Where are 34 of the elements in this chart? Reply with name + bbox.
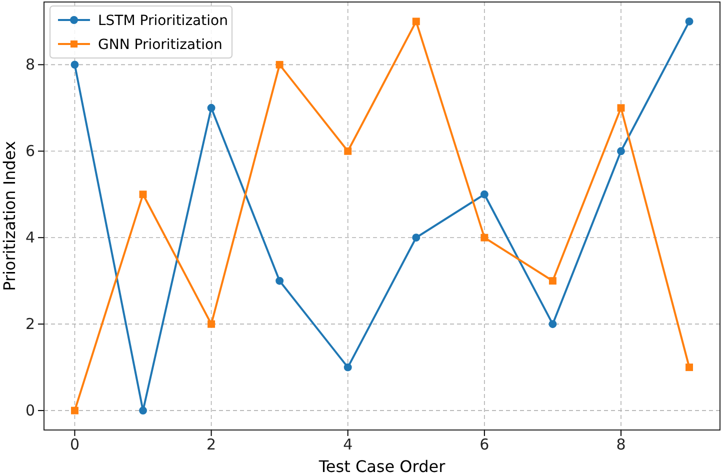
point [480, 190, 488, 198]
point [685, 17, 694, 26]
x-axis-title: Test Case Order [318, 457, 446, 474]
y-tick-label: 2 [25, 314, 35, 333]
point [276, 276, 284, 285]
x-tick-label: 2 [206, 436, 216, 454]
y-axis-title: Prioritization Index [0, 141, 19, 291]
point [208, 320, 216, 328]
point [548, 277, 556, 285]
point [617, 104, 625, 112]
point [207, 104, 216, 112]
legend-label: LSTM Prioritization [98, 13, 228, 29]
x-tick-label: 0 [70, 436, 80, 454]
point [344, 147, 352, 155]
point [480, 234, 488, 242]
point [412, 234, 420, 242]
y-tick-label: 8 [25, 55, 35, 74]
point [139, 190, 147, 198]
point [686, 364, 694, 372]
point [412, 18, 420, 26]
point [139, 406, 147, 415]
x-tick-label: 4 [343, 436, 353, 454]
point [70, 60, 79, 69]
y-tick-label: 6 [25, 142, 35, 160]
x-tick-label: 8 [616, 436, 626, 454]
point [344, 363, 352, 372]
legend-label: GNN Prioritization [98, 37, 222, 53]
point [276, 60, 284, 68]
x-tick-label: 6 [480, 436, 490, 454]
y-tick-label: 0 [25, 401, 35, 420]
y-tick-label: 4 [25, 228, 35, 246]
point [617, 147, 625, 156]
point [548, 320, 557, 328]
point [70, 406, 78, 414]
